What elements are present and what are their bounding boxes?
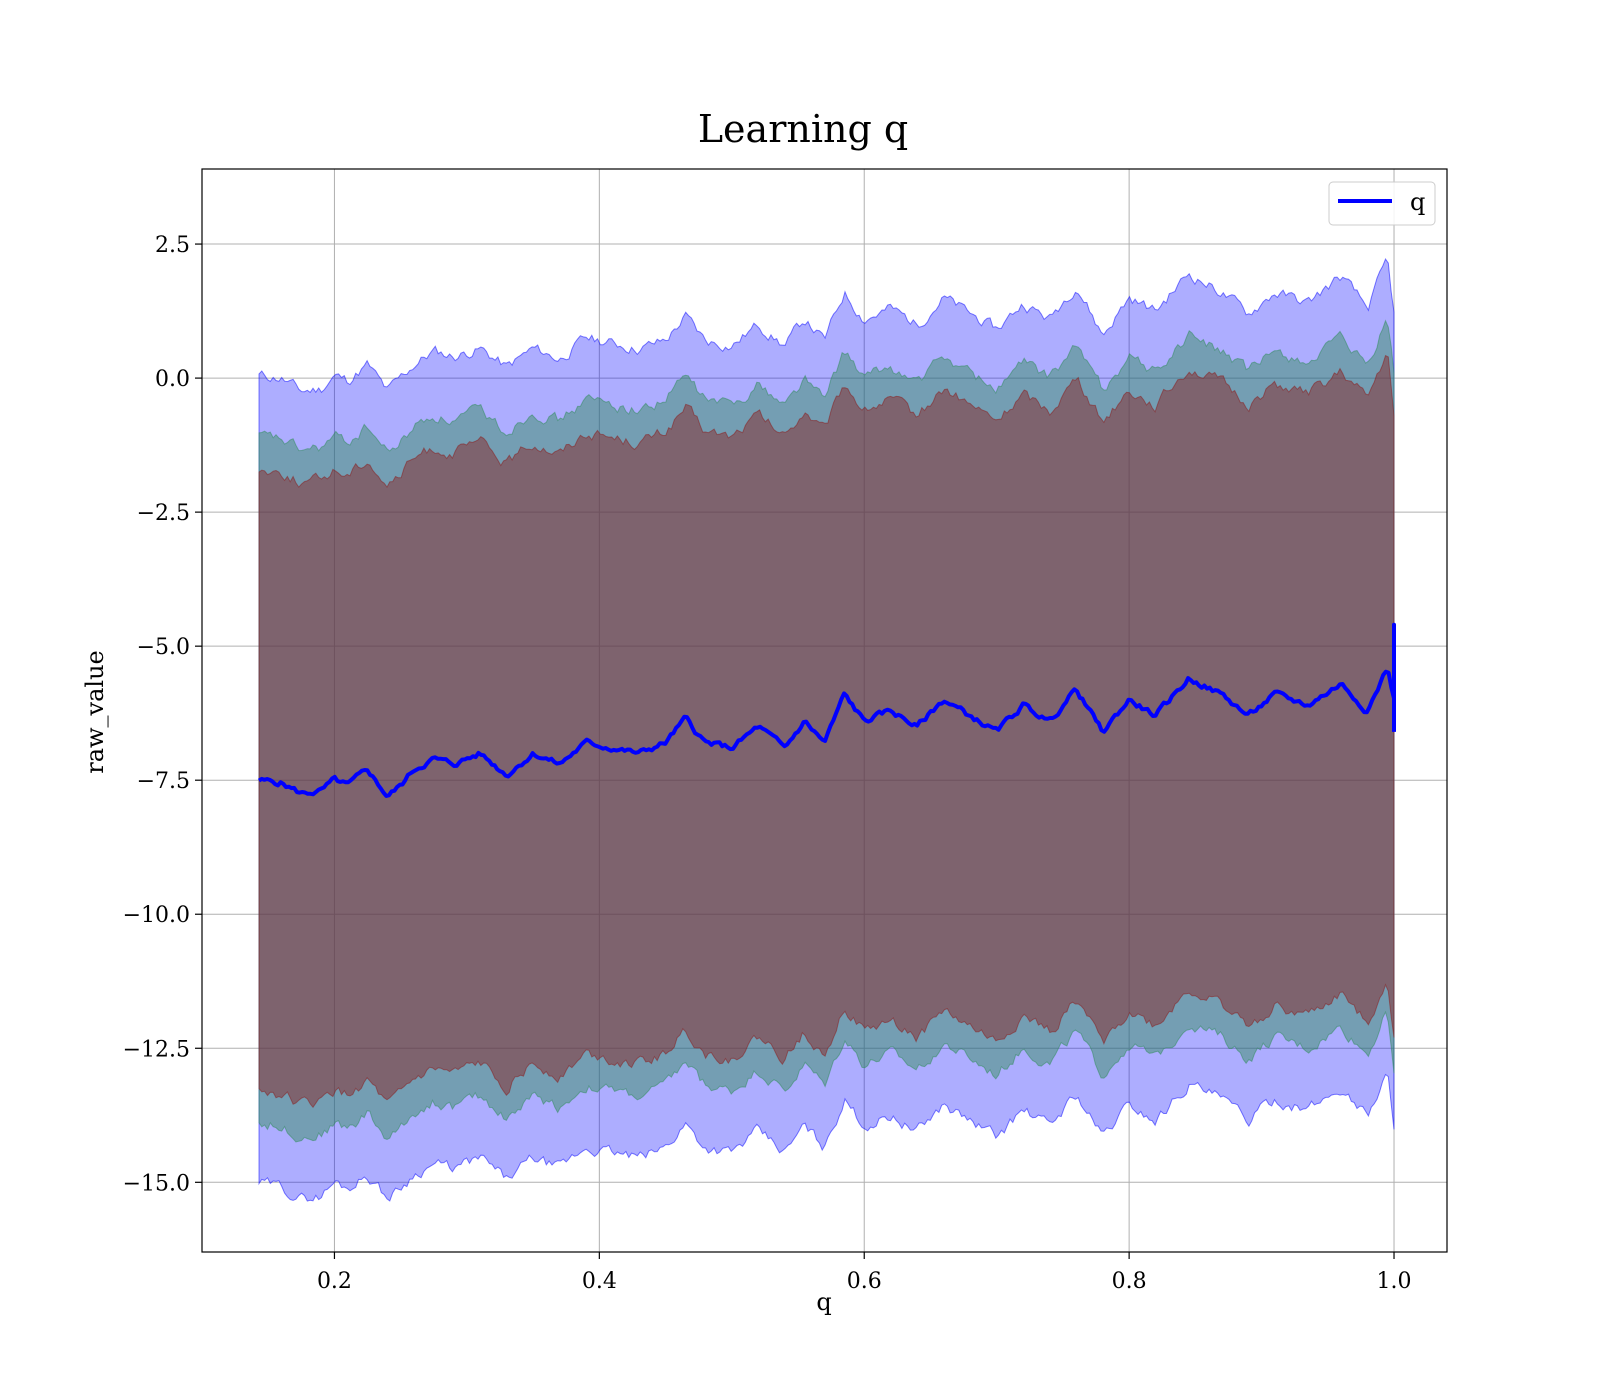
bands-layer xyxy=(258,258,1395,1202)
y-axis-label: raw_value xyxy=(81,650,109,774)
y-tick-label: −2.5 xyxy=(137,501,190,526)
ticks-layer: 0.2 0.4 0.6 0.8 1.0 2.5 0.0 −2.5 −5.0 −7.5 −10.0 −1… xyxy=(123,233,1412,1294)
x-tick-label: 0.2 xyxy=(317,1269,352,1294)
legend-label-q: q xyxy=(1410,188,1425,216)
y-tick-label: 0.0 xyxy=(155,367,190,392)
y-tick-label: −12.5 xyxy=(123,1037,190,1062)
x-tick-label: 0.4 xyxy=(582,1269,617,1294)
y-tick-label: 2.5 xyxy=(155,233,190,258)
chart-title: Learning q xyxy=(698,107,908,151)
legend-box xyxy=(1328,181,1436,226)
x-tick-label: 1.0 xyxy=(1377,1269,1412,1294)
line-layer xyxy=(257,622,1396,798)
y-tick-label: −5.0 xyxy=(137,635,190,660)
series-line-q xyxy=(257,622,1396,798)
y-tick-label: −7.5 xyxy=(137,769,190,794)
legend: q xyxy=(1328,181,1436,226)
x-tick-label: 0.6 xyxy=(847,1269,882,1294)
x-axis-label: q xyxy=(816,1288,831,1316)
x-tick-label: 0.8 xyxy=(1112,1269,1147,1294)
y-tick-label: −15.0 xyxy=(123,1171,190,1196)
plot-frame xyxy=(201,168,1448,1253)
grid-layer xyxy=(202,169,1447,1252)
y-tick-label: −10.0 xyxy=(123,903,190,928)
confidence-band-1 xyxy=(258,258,1395,1202)
